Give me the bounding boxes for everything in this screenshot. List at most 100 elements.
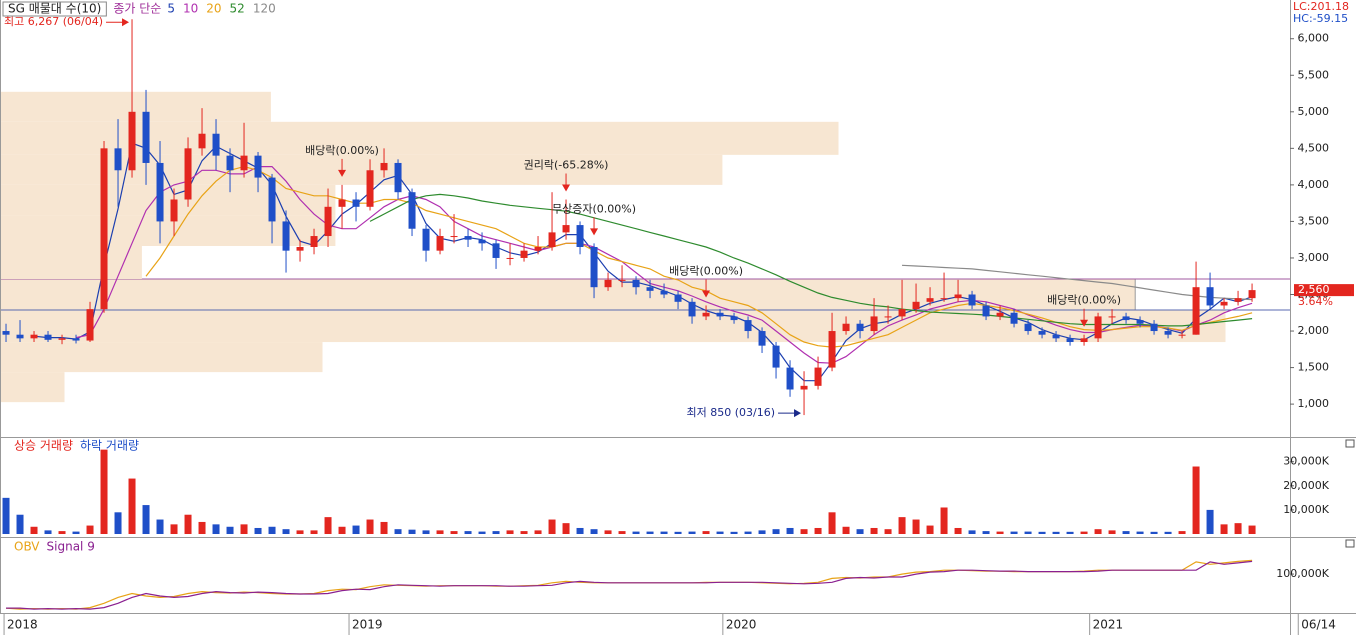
candle-body (1108, 316, 1116, 318)
volume-bar (408, 529, 416, 534)
candle-body (58, 338, 66, 340)
hc-label: HC:-59.15 (1293, 12, 1348, 25)
volume-profile-bar (0, 342, 323, 373)
volume-bar (1150, 531, 1158, 534)
volume-bar (800, 529, 808, 534)
volume-bar (926, 525, 934, 534)
candle-body (114, 148, 122, 171)
volume-bar (996, 531, 1004, 534)
volume-bar (898, 517, 906, 534)
volume-bar (142, 505, 150, 534)
x-tick-label: 2021 (1093, 618, 1124, 632)
volume-bar (1122, 531, 1130, 534)
candle-body (730, 316, 738, 321)
y-tick-label: 1,500 (1298, 361, 1330, 374)
volume-bar (226, 526, 234, 534)
y-tick-label: 20,000K (1283, 479, 1329, 492)
volume-bar (128, 478, 136, 534)
candle-body (394, 162, 402, 193)
volume-bar (1248, 525, 1256, 534)
volume-bar (548, 519, 556, 534)
panel-button[interactable] (1345, 439, 1355, 448)
candle-body (184, 148, 192, 200)
candle-body (198, 133, 206, 149)
volume-bar (1206, 509, 1214, 534)
candle-body (968, 294, 976, 306)
candle-body (100, 148, 108, 310)
volume-bar (758, 530, 766, 534)
y-tick-label: 5,000 (1298, 105, 1330, 118)
candle-body (884, 316, 892, 318)
candle-body (44, 334, 52, 340)
volume-bar (380, 521, 388, 534)
moving-average (369, 193, 1253, 327)
candle-body (548, 232, 556, 247)
candle-body (212, 133, 220, 156)
indicator-title: SG 매물대 수(10) (8, 2, 101, 16)
candle-body (758, 331, 766, 346)
volume-bar (198, 521, 206, 534)
volume-bar (1164, 531, 1172, 534)
candle-body (520, 250, 528, 258)
legend-entry: 120 (253, 2, 276, 16)
y-tick-label: 2,000 (1298, 324, 1330, 337)
candle-body (296, 247, 304, 251)
candle-body (436, 236, 444, 251)
candle-body (1122, 316, 1130, 321)
volume-bar (562, 523, 570, 534)
candle-body (1094, 316, 1102, 339)
volume-bar (744, 531, 752, 534)
candle-body (590, 247, 598, 288)
candle-body (254, 155, 262, 178)
volume-bar (660, 531, 668, 534)
candle-body (240, 155, 248, 171)
volume-bar (520, 531, 528, 534)
volume-bar (478, 531, 486, 534)
event-arrow-head (590, 228, 599, 236)
candle-body (1192, 287, 1200, 335)
volume-bar (884, 529, 892, 534)
volume-bar (590, 529, 598, 534)
volume-bar (338, 526, 346, 534)
candle-body (128, 111, 136, 171)
candle-body (352, 199, 360, 207)
x-tick-label: 2020 (726, 618, 757, 632)
y-tick-label: 5,500 (1298, 68, 1330, 81)
volume-bar (72, 531, 80, 534)
volume-bar (170, 524, 178, 534)
x-tick-label: 2019 (352, 618, 383, 632)
candle-body (324, 206, 332, 237)
volume-bar (1108, 530, 1116, 534)
volume-bar (716, 531, 724, 534)
volume-bar (100, 449, 108, 534)
volume-bar (16, 514, 24, 534)
event-arrow-head (338, 169, 347, 177)
candle-body (2, 331, 10, 335)
volume-bar (492, 531, 500, 534)
candle-body (912, 301, 920, 310)
moving-average (33, 142, 1253, 382)
volume-bar (394, 529, 402, 534)
event-label: 무상증자(0.00%) (552, 202, 636, 215)
candle-body (702, 312, 710, 317)
candle-body (1010, 312, 1018, 324)
volume-bar (1094, 529, 1102, 534)
candle-body (492, 243, 500, 258)
volume-bar (44, 530, 52, 534)
volume-bar (688, 531, 696, 534)
candle-body (646, 287, 654, 291)
volume-profile-bar (0, 278, 1136, 311)
panel-button[interactable] (1345, 539, 1355, 548)
candle-body (156, 162, 164, 222)
extreme-arrow-head (122, 18, 130, 27)
volume-bar (254, 527, 262, 534)
plot-layer (0, 91, 1290, 403)
volume-bar (646, 531, 654, 534)
volume-bar (464, 531, 472, 534)
candle-body (996, 312, 1004, 317)
candle-body (576, 225, 584, 247)
candle-body (1024, 323, 1032, 332)
x-tick-label: 06/14 (1301, 618, 1336, 632)
volume-profile-bar (0, 309, 1226, 343)
candle-body (1206, 287, 1214, 306)
